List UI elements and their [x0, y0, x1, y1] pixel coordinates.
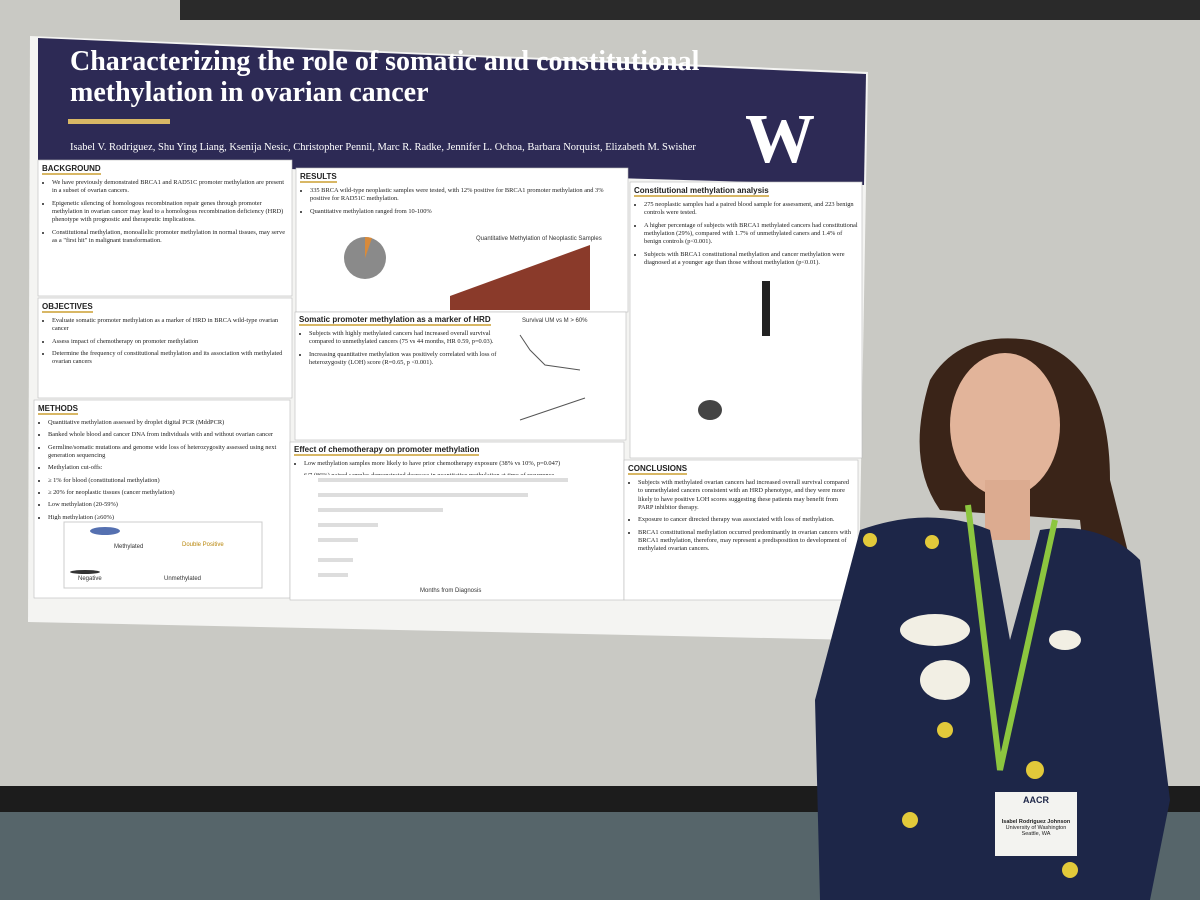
bullet: Quantitative methylation ranged from 10-… [310, 208, 624, 216]
bullet-list: 335 BRCA wild-type neoplastic samples we… [300, 187, 624, 216]
section-heading: CONCLUSIONS [628, 464, 688, 475]
title-line: methylation in ovarian cancer [70, 77, 429, 109]
title-underline [68, 119, 170, 124]
pie-slice [365, 236, 372, 258]
bar-chart [450, 245, 590, 310]
bullet: Low methylation samples more likely to h… [304, 460, 620, 468]
bullet: Subjects with BRCA1 constitutional methy… [644, 251, 858, 268]
chart-title: Quantitative Methylation of Neoplastic S… [476, 236, 602, 242]
trend-line [519, 397, 586, 421]
bullet: 275 neoplastic samples had a paired bloo… [644, 201, 858, 218]
logo: W [745, 101, 815, 178]
section-heading: BACKGROUND [42, 164, 101, 175]
bullet: ≥ 20% for neoplastic tissues (cancer met… [48, 489, 286, 497]
poster-header [38, 38, 866, 185]
badge-name: Isabel Rodriguez Johnson [1001, 819, 1071, 825]
face [950, 353, 1060, 497]
title-line: Characterizing the role of somatic and c… [70, 46, 700, 77]
poster-title: Characterizing the role of somatic and c… [70, 46, 699, 109]
bullet: High methylation (≥60%) [48, 514, 286, 520]
axis-label: Months from Diagnosis [420, 588, 482, 594]
section: Effect of chemotherapy on promoter methy… [294, 445, 620, 475]
bullet: BRCA1 constitutional methylation occurre… [638, 529, 854, 554]
ceiling-strip [180, 0, 1200, 20]
section-heading: Somatic promoter methylation as a marker… [299, 315, 491, 326]
bullet: Increasing quantitative methylation was … [309, 351, 504, 368]
bullet: ≥ 1% for blood (constitutional methylati… [48, 477, 286, 485]
bullet: Assess impact of chemotherapy on promote… [52, 338, 288, 346]
bullet: 335 BRCA wild-type neoplastic samples we… [310, 187, 624, 204]
section: RESULTS 335 BRCA wild-type neoplastic sam… [300, 172, 624, 232]
plot-label: Methylated [114, 544, 144, 550]
bullet: A higher percentage of subjects with BRC… [644, 222, 858, 247]
bar [762, 281, 770, 336]
plot-label: Unmethylated [164, 576, 202, 582]
swimmer-bars [318, 478, 568, 577]
name-badge: AACR Isabel Rodriguez Johnson University… [995, 792, 1077, 856]
section: METHODS Quantitative methylation assessed… [38, 404, 286, 520]
badge-org: AACR [1023, 795, 1049, 805]
bullet-list: Quantitative methylation assessed by dro… [38, 419, 286, 520]
bullet-list: Evaluate somatic promoter methylation as… [42, 317, 288, 367]
bullet: Epigenetic silencing of homologous recom… [52, 200, 288, 225]
bullet: Subjects with highly methylated cancers … [309, 330, 504, 347]
bullet: Methylation cut-offs: [48, 464, 286, 472]
bullet-list: We have previously demonstrated BRCA1 an… [42, 179, 288, 245]
bullet: Constitutional methylation, monoallelic … [52, 229, 288, 246]
section: CONCLUSIONS Subjects with methylated ovar… [628, 464, 854, 598]
chart-title: Survival UM vs M > 60% [522, 318, 588, 324]
ddpcr-plot [63, 521, 263, 589]
survival-curve [519, 334, 581, 371]
bullet: Exposure to cancer directed therapy was … [638, 516, 854, 524]
section: Constitutional methylation analysis 275 n… [634, 186, 858, 456]
section-heading: Effect of chemotherapy on promoter methy… [294, 445, 480, 456]
badge-affiliation: University of Washington [1005, 825, 1067, 831]
section-heading: OBJECTIVES [42, 302, 93, 313]
bullet: We have previously demonstrated BRCA1 an… [52, 179, 288, 196]
section: BACKGROUND We have previously demonstrate… [42, 164, 288, 294]
bullet: Germline/somatic mutations and genome wi… [48, 444, 286, 461]
neck [985, 480, 1030, 540]
bullet: Subjects with methylated ovarian cancers… [638, 479, 854, 512]
plot-label: Negative [78, 576, 102, 582]
dress-flowers [900, 614, 1081, 700]
scatter-cluster [698, 400, 722, 420]
section-heading: RESULTS [300, 172, 337, 183]
bullet-list: Subjects with methylated ovarian cancers… [628, 479, 854, 554]
bullet: Evaluate somatic promoter methylation as… [52, 317, 288, 334]
droplet-cluster [90, 527, 120, 535]
dress-flowers [863, 533, 1078, 878]
lanyard [965, 504, 1058, 771]
bullet: Banked whole blood and cancer DNA from i… [48, 431, 286, 439]
bullet-list: 275 neoplastic samples had a paired bloo… [634, 201, 858, 267]
bullet-list: Low methylation samples more likely to h… [294, 460, 620, 475]
bullet: 6/7 (86%) paired samples demonstrated de… [304, 472, 620, 475]
badge-location: Seattle, WA [1021, 831, 1051, 837]
bullet: Quantitative methylation assessed by dro… [48, 419, 286, 427]
droplet-cluster [70, 570, 100, 574]
section-heading: Constitutional methylation analysis [634, 186, 769, 197]
bullet: Determine the frequency of constitutiona… [52, 350, 288, 367]
plot-label: Double Positive [182, 542, 224, 548]
bullet-list: Subjects with highly methylated cancers … [299, 330, 504, 367]
authors: Isabel V. Rodriguez, Shu Ying Liang, Kse… [70, 142, 696, 153]
section: Somatic promoter methylation as a marker… [299, 315, 504, 437]
bullet: Low methylation (20-59%) [48, 501, 286, 509]
section-heading: METHODS [38, 404, 78, 415]
section: OBJECTIVES Evaluate somatic promoter meth… [42, 302, 288, 396]
